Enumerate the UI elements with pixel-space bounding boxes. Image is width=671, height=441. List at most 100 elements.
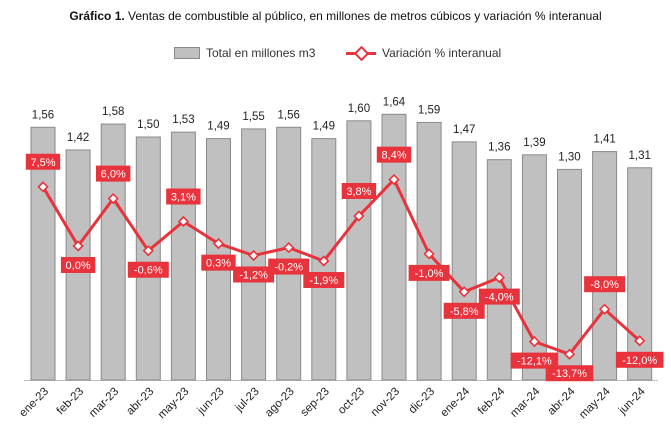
pct-label: -8,0%	[590, 279, 619, 291]
line-point-abr-24	[563, 348, 576, 360]
pct-label: -5,8%	[450, 306, 479, 318]
pct-label-box	[96, 165, 131, 182]
line-point-jul-23	[247, 249, 260, 262]
line-point-dic-23	[423, 248, 435, 260]
bar-value-label: 1,49	[313, 121, 335, 133]
pct-label: 7,5%	[30, 157, 55, 169]
pct-label: -0,6%	[134, 265, 163, 277]
pct-label-box	[510, 352, 559, 369]
bar-value-label: 1,30	[558, 151, 580, 163]
line-point-oct-23	[353, 210, 365, 222]
x-tick-label: dic-23	[407, 386, 438, 417]
line-point-may-24	[598, 303, 611, 315]
x-tick-label: feb-24	[476, 385, 508, 417]
x-tick-label: ene-23	[17, 386, 51, 420]
legend-item-bars: Total en millones m3	[174, 46, 315, 60]
pct-label-box	[408, 264, 450, 281]
bar-feb-24	[486, 159, 512, 381]
bar-value-label: 1,47	[453, 124, 475, 136]
x-tick-label: jun-24	[616, 385, 648, 417]
pct-label: -0,2%	[274, 262, 303, 274]
pct-label: 0,0%	[66, 260, 91, 272]
line-point-nov-23	[388, 173, 400, 186]
bar-may-23	[170, 131, 196, 381]
pct-label: -4,0%	[485, 292, 514, 304]
legend-line-label: Variación % interanual	[382, 46, 502, 60]
pct-label-box	[478, 288, 520, 305]
x-tick-label: jul-23	[233, 386, 262, 415]
pct-label: -13,7%	[552, 368, 587, 380]
line-point-ene-23	[37, 181, 49, 193]
pct-label: 0,3%	[206, 258, 231, 270]
chart-title-prefix: Gráfico 1.	[69, 9, 125, 23]
bar-value-label: 1,59	[418, 104, 440, 116]
legend-bar-swatch	[174, 47, 200, 59]
chart-legend: Total en millones m3 Variación % interan…	[0, 45, 671, 66]
bar-value-label: 1,49	[207, 121, 229, 133]
pct-label-box	[303, 272, 345, 289]
line-point-ago-23	[283, 241, 295, 254]
x-tick-label: abr-23	[124, 386, 156, 418]
chart-title-text: Ventas de combustible al público, en mil…	[124, 9, 602, 23]
pct-label: -12,1%	[517, 356, 552, 368]
pct-label: -1,2%	[239, 269, 268, 281]
x-tick-label: oct-23	[336, 386, 367, 417]
x-tick-label: mar-24	[508, 385, 543, 420]
line-point-feb-23	[72, 240, 84, 252]
legend-item-line: Variación % interanual	[346, 45, 502, 62]
legend-bars-label: Total en millones m3	[206, 46, 316, 60]
line-point-mar-23	[107, 192, 119, 205]
pct-label-box	[268, 258, 310, 275]
x-tick-label: jun-23	[195, 386, 227, 418]
pct-label: -1,0%	[415, 268, 444, 280]
x-tick-label: may-24	[577, 385, 613, 421]
bar-jun-24	[627, 167, 653, 381]
line-point-may-23	[177, 215, 190, 228]
bar-dic-23	[416, 121, 442, 381]
line-point-feb-24	[493, 271, 505, 284]
bar-value-label: 1,56	[278, 109, 300, 121]
pct-label: 3,1%	[171, 192, 196, 204]
legend-line-swatch	[346, 45, 376, 62]
pct-label-box	[584, 276, 626, 293]
bar-oct-23	[346, 120, 372, 381]
bar-value-label: 1,41	[593, 134, 615, 146]
bar-value-label: 1,39	[523, 137, 545, 149]
pct-label: -12,0%	[622, 355, 657, 367]
bar-value-label: 1,64	[383, 96, 406, 108]
pct-label: 8,4%	[381, 150, 406, 162]
bar-value-label: 1,53	[172, 114, 194, 126]
bar-value-label: 1,31	[629, 150, 651, 162]
pct-label: 3,8%	[346, 186, 371, 198]
bar-value-label: 1,55	[242, 111, 264, 123]
pct-label: 6,0%	[101, 169, 126, 181]
x-tick-label: may-23	[156, 386, 192, 422]
pct-label-box	[615, 351, 664, 368]
line-point-sep-23	[318, 255, 330, 267]
line-point-abr-23	[142, 245, 154, 257]
pct-label-box	[233, 266, 275, 283]
x-tick-label: ene-24	[439, 385, 473, 419]
x-tick-label: ago-23	[263, 386, 297, 420]
pct-label-box	[127, 261, 169, 278]
pct-label-box	[201, 254, 236, 271]
pct-label-box	[25, 153, 61, 170]
x-tick-label: mar-23	[87, 386, 121, 420]
bar-mar-23	[100, 123, 126, 381]
bar-abr-23	[135, 136, 161, 381]
bar-value-label: 1,56	[32, 109, 54, 121]
chart-title: Gráfico 1. Ventas de combustible al públ…	[0, 9, 671, 23]
bar-value-label: 1,50	[137, 119, 159, 131]
x-tick-label: nov-23	[369, 386, 402, 419]
bar-ago-23	[276, 126, 302, 381]
bar-value-label: 1,42	[67, 132, 89, 144]
pct-label-box	[376, 146, 412, 163]
series-line-variacion	[41, 178, 641, 356]
pct-label-box	[545, 365, 594, 382]
pct-label-box	[60, 257, 96, 273]
bar-value-label: 1,58	[102, 106, 124, 118]
pct-label: -1,9%	[309, 275, 338, 287]
pct-label-box	[166, 188, 201, 205]
bar-abr-24	[557, 168, 582, 381]
